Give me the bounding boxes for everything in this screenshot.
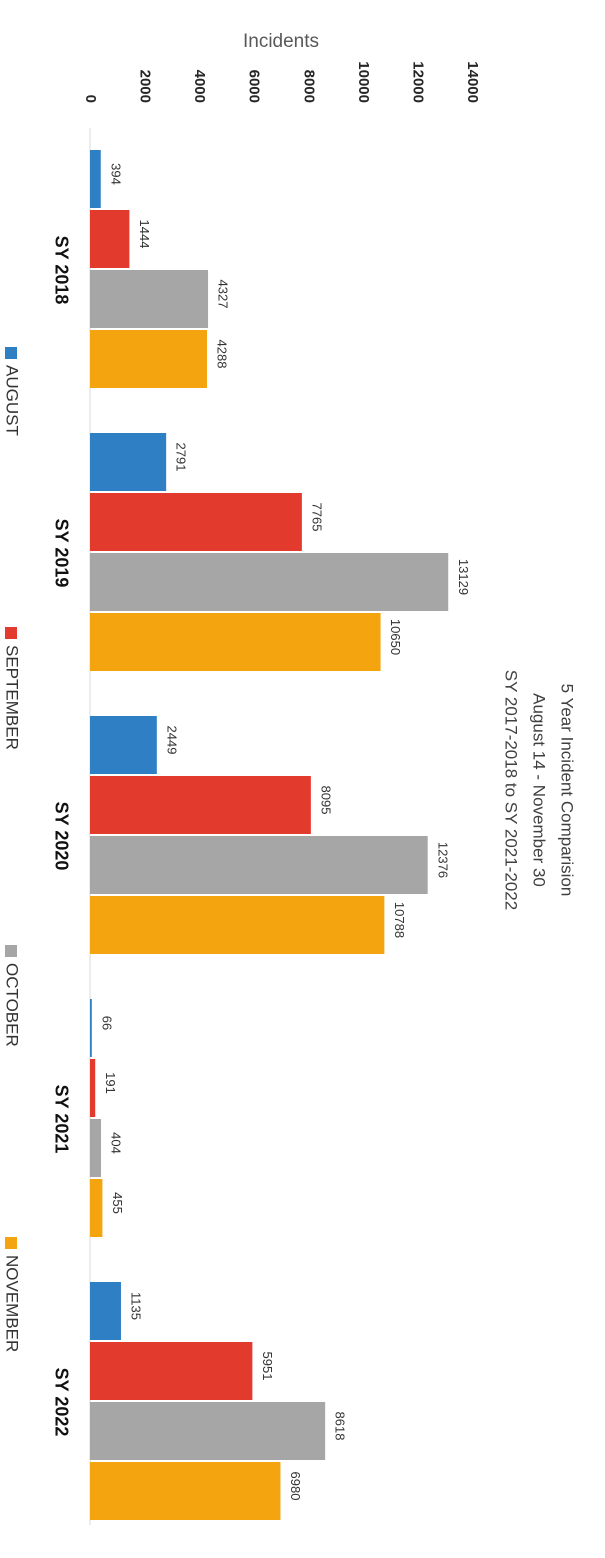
legend-swatch-november <box>5 1237 17 1249</box>
data-label: 8095 <box>318 786 333 815</box>
category-label: SY 2020 <box>51 802 71 871</box>
bar-november <box>90 1179 103 1237</box>
y-tick-label: 14000 <box>464 61 481 103</box>
data-label: 5951 <box>260 1352 275 1381</box>
bar-august <box>90 999 92 1057</box>
data-label: 7765 <box>309 503 324 532</box>
data-label: 455 <box>110 1192 125 1214</box>
y-tick-label: 6000 <box>246 70 263 103</box>
bar-september <box>90 210 130 268</box>
bar-october <box>90 270 209 328</box>
bar-september <box>90 776 311 834</box>
legend-swatch-october <box>5 945 17 957</box>
chart-title-line: 5 Year Incident Comparision <box>558 684 577 897</box>
chart-title-line: August 14 - November 30 <box>530 693 549 887</box>
data-label: 4288 <box>215 340 230 369</box>
data-label: 2791 <box>174 443 189 472</box>
bar-november <box>90 330 208 388</box>
y-axis-title: Incidents <box>243 31 319 52</box>
bar-september <box>90 1342 253 1400</box>
bar-october <box>90 836 428 894</box>
bar-august <box>90 716 157 774</box>
bar-august <box>90 1282 121 1340</box>
bar-november <box>90 613 381 671</box>
bar-september <box>90 493 302 551</box>
bar-september <box>90 1059 96 1117</box>
data-label: 10788 <box>392 902 407 938</box>
legend-label: SEPTEMBER <box>3 645 22 750</box>
bar-october <box>90 1119 102 1177</box>
bar-august <box>90 150 101 208</box>
bar-november <box>90 896 385 954</box>
y-tick-label: 0 <box>82 95 99 103</box>
data-label: 404 <box>109 1132 124 1154</box>
data-label: 8618 <box>333 1412 348 1441</box>
y-tick-label: 8000 <box>300 70 317 103</box>
legend-swatch-september <box>5 627 17 639</box>
data-label: 13129 <box>456 559 471 595</box>
bar-october <box>90 553 449 611</box>
legend-label: AUGUST <box>3 365 22 436</box>
category-label: SY 2022 <box>51 1368 71 1437</box>
category-label: SY 2019 <box>51 519 71 588</box>
chart-title-line: SY 2017-2018 to SY 2021-2022 <box>502 670 521 910</box>
data-label: 4327 <box>216 280 231 309</box>
y-tick-label: 4000 <box>191 70 208 103</box>
category-label: SY 2018 <box>51 236 71 305</box>
data-label: 2449 <box>164 726 179 755</box>
y-tick-label: 12000 <box>409 61 426 103</box>
data-label: 191 <box>103 1072 118 1094</box>
data-label: 10650 <box>388 619 403 655</box>
category-label: SY 2021 <box>51 1085 71 1154</box>
y-tick-label: 2000 <box>137 70 154 103</box>
data-label: 6980 <box>288 1472 303 1501</box>
bar-november <box>90 1462 281 1520</box>
legend-label: OCTOBER <box>3 963 22 1047</box>
bar-october <box>90 1402 326 1460</box>
data-label: 1444 <box>137 220 152 249</box>
data-label: 66 <box>99 1016 114 1030</box>
data-label: 12376 <box>435 842 450 878</box>
data-label: 394 <box>108 163 123 185</box>
bar-august <box>90 433 167 491</box>
legend-swatch-august <box>5 347 17 359</box>
data-label: 1135 <box>129 1292 144 1320</box>
y-tick-label: 10000 <box>355 61 372 103</box>
legend-label: NOVEMBER <box>3 1255 22 1352</box>
